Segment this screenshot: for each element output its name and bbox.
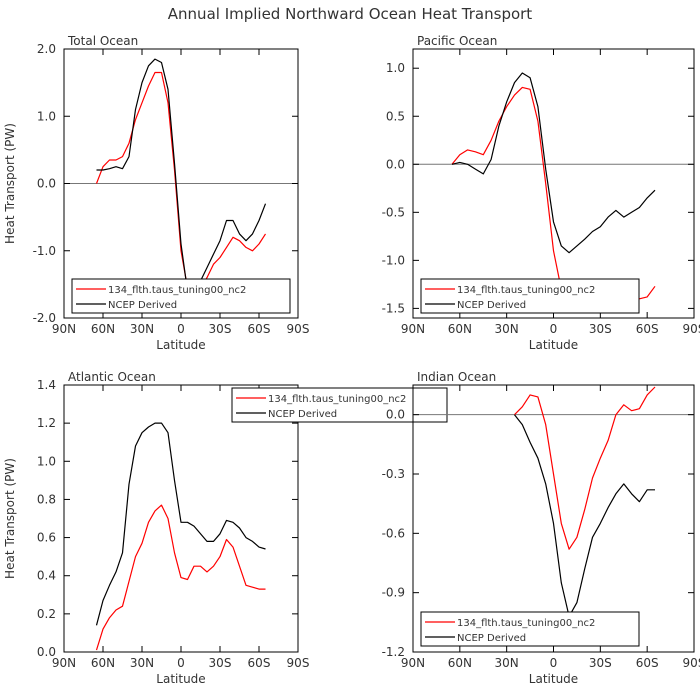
x-tick-label: 30N	[130, 322, 154, 336]
y-tick-label: -1.0	[382, 253, 405, 267]
y-tick-label: -0.5	[382, 205, 405, 219]
x-axis-label: Latitude	[529, 338, 578, 352]
figure-title: Annual Implied Northward Ocean Heat Tran…	[168, 5, 533, 23]
legend-box	[420, 278, 640, 314]
legend-label: 134_flth.taus_tuning00_nc2	[457, 285, 595, 296]
y-axis-label: Heat Transport (PW)	[3, 123, 17, 244]
x-tick-label: 90S	[287, 656, 310, 670]
legend: 134_flth.taus_tuning00_nc2 NCEP Derived	[420, 611, 640, 647]
y-tick-label: 1.0	[37, 454, 56, 468]
x-tick-label: 60S	[248, 656, 271, 670]
series-line-134-flth-taus-tuning00-nc2	[451, 86, 656, 303]
legend-box	[420, 611, 640, 647]
x-tick-label: 0	[177, 322, 185, 336]
panel-pacific-ocean: 90N 60N 30N 0 30S 60S 90S -1.5 -1.0 -0.5 0.0 0.5 1.0…	[382, 34, 700, 352]
series-line-134-flth-taus-tuning00-nc2	[95, 504, 266, 651]
legend-label: NCEP Derived	[457, 633, 526, 644]
x-tick-label: 30S	[589, 656, 612, 670]
panel-atlantic-ocean: 90N 60N 30N 0 30S 60S 90S 0.0 0.2 0.4 0.6 0.8 1.0 1.2…	[3, 370, 448, 686]
x-tick-label: 60N	[448, 322, 472, 336]
y-tick-label: -0.9	[382, 586, 405, 600]
x-tick-label: 30S	[209, 656, 232, 670]
legend-label: 134_flth.taus_tuning00_nc2	[457, 618, 595, 629]
panel-title: Indian Ocean	[417, 370, 496, 384]
x-tick-label: 90S	[683, 656, 700, 670]
y-tick-label: 0.0	[37, 645, 56, 659]
x-tick-label: 90N	[52, 322, 76, 336]
y-tick-label: -2.0	[33, 311, 56, 325]
y-tick-label: 0.0	[386, 408, 405, 422]
x-axis-label: Latitude	[156, 672, 205, 686]
x-axis-label: Latitude	[529, 672, 578, 686]
y-tick-label: 0.6	[37, 531, 56, 545]
y-tick-label: 2.0	[37, 42, 56, 56]
legend: 134_flth.taus_tuning00_nc2 NCEP Derived	[71, 278, 291, 314]
x-tick-label: 90N	[52, 656, 76, 670]
x-tick-label: 30N	[130, 656, 154, 670]
panel-total-ocean: 90N 60N 30N 0 30S 60S 90S -2.0 -1.0 0.0 1.0 2.0 Tota…	[3, 34, 309, 352]
legend-label: 134_flth.taus_tuning00_nc2	[268, 394, 406, 405]
legend-label: NCEP Derived	[457, 300, 526, 311]
x-tick-label: 90N	[401, 656, 425, 670]
x-tick-label: 30S	[209, 322, 232, 336]
x-tick-label: 60N	[91, 322, 115, 336]
legend-box	[231, 387, 448, 423]
legend-box	[71, 278, 291, 314]
x-tick-label: 60S	[636, 322, 659, 336]
y-tick-label: 0.0	[386, 157, 405, 171]
x-tick-label: 90S	[683, 322, 700, 336]
y-tick-label: 1.2	[37, 416, 56, 430]
x-tick-label: 30S	[589, 322, 612, 336]
y-tick-label: 0.5	[386, 109, 405, 123]
series-line-ncep-derived	[514, 414, 655, 618]
x-tick-label: 0	[177, 656, 185, 670]
x-tick-label: 30N	[495, 322, 519, 336]
legend: 134_flth.taus_tuning00_nc2 NCEP Derived	[231, 387, 448, 423]
y-tick-label: 1.4	[37, 378, 56, 392]
legend-label: NCEP Derived	[268, 409, 337, 420]
panel-title: Atlantic Ocean	[68, 370, 156, 384]
y-tick-label: -1.0	[33, 244, 56, 258]
y-axis-label: Heat Transport (PW)	[3, 458, 17, 579]
y-tick-label: -0.3	[382, 467, 405, 481]
series-line-ncep-derived	[451, 72, 656, 254]
x-axis-label: Latitude	[156, 338, 205, 352]
x-tick-label: 60N	[91, 656, 115, 670]
panel-indian-ocean: 90N 60N 30N 0 30S 60S 90S -1.2 -0.9 -0.6 -0.3 0.0 In…	[382, 370, 700, 686]
y-tick-label: 0.0	[37, 177, 56, 191]
y-tick-label: -0.6	[382, 526, 405, 540]
legend-label: NCEP Derived	[108, 300, 177, 311]
series-line-134-flth-taus-tuning00-nc2	[514, 386, 656, 550]
x-tick-label: 0	[550, 656, 558, 670]
plot-frame	[412, 48, 695, 319]
series-line-ncep-derived	[96, 58, 267, 296]
x-tick-label: 30N	[495, 656, 519, 670]
panel-title: Pacific Ocean	[417, 34, 497, 48]
series-line-134-flth-taus-tuning00-nc2	[95, 71, 267, 296]
x-tick-label: 90N	[401, 322, 425, 336]
y-tick-label: 1.0	[37, 109, 56, 123]
legend-label: 134_flth.taus_tuning00_nc2	[108, 285, 246, 296]
y-tick-label: 0.2	[37, 607, 56, 621]
x-tick-label: 60S	[636, 656, 659, 670]
y-tick-label: -1.5	[382, 301, 405, 315]
y-tick-label: 1.0	[386, 61, 405, 75]
series-line-ncep-derived	[95, 422, 266, 626]
y-tick-label: 0.4	[37, 569, 56, 583]
y-tick-label: 0.8	[37, 492, 56, 506]
legend: 134_flth.taus_tuning00_nc2 NCEP Derived	[420, 278, 640, 314]
x-tick-label: 60N	[448, 656, 472, 670]
x-tick-label: 90S	[287, 322, 310, 336]
x-tick-label: 0	[550, 322, 558, 336]
x-tick-label: 60S	[248, 322, 271, 336]
y-tick-label: -1.2	[382, 645, 405, 659]
panel-title: Total Ocean	[67, 34, 138, 48]
